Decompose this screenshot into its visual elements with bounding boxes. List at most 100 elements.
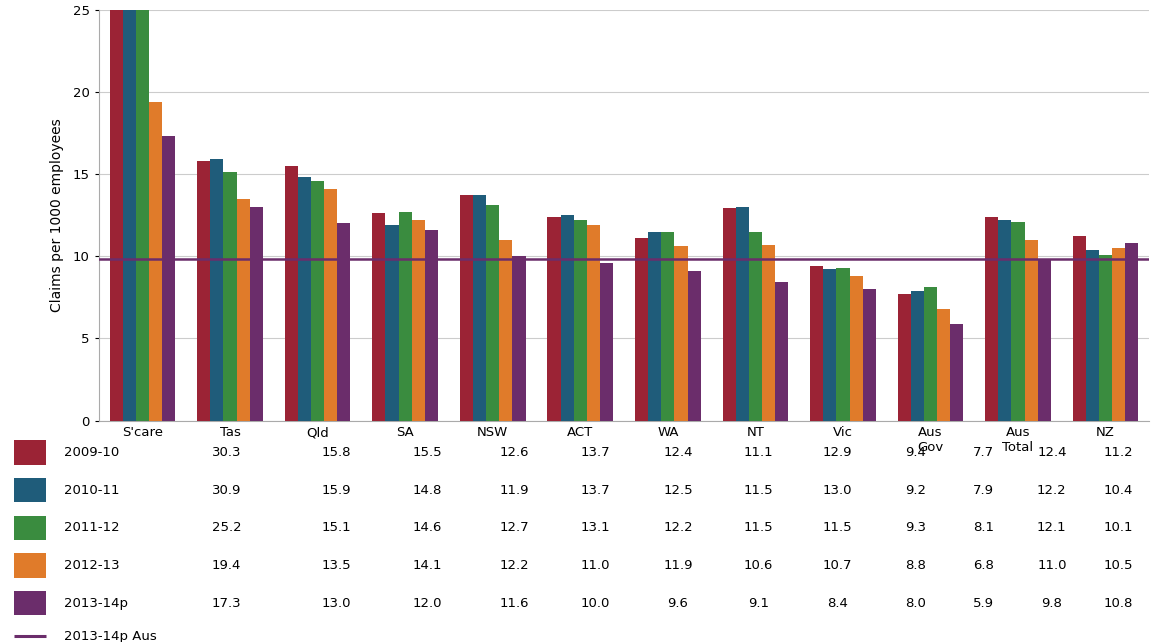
Bar [823, 269, 836, 421]
Text: 2013-14p: 2013-14p [64, 597, 128, 610]
Text: 9.2: 9.2 [906, 484, 926, 497]
Bar [486, 205, 499, 421]
Text: 11.2: 11.2 [1103, 446, 1133, 459]
Bar [635, 238, 648, 421]
Bar [473, 195, 486, 421]
Text: 12.5: 12.5 [663, 484, 693, 497]
Bar [863, 289, 875, 421]
Text: 13.0: 13.0 [822, 484, 852, 497]
Text: 2011-12: 2011-12 [64, 521, 120, 534]
Bar [1086, 250, 1099, 421]
Text: 7.9: 7.9 [973, 484, 994, 497]
Bar [14, 516, 46, 540]
Text: 14.1: 14.1 [412, 559, 442, 572]
Text: 6.8: 6.8 [973, 559, 994, 572]
Bar [561, 215, 574, 421]
Bar [237, 198, 250, 421]
Text: 12.9: 12.9 [822, 446, 852, 459]
Bar [223, 172, 237, 421]
Text: 12.7: 12.7 [499, 521, 529, 534]
Text: 8.8: 8.8 [906, 559, 926, 572]
Text: 13.5: 13.5 [322, 559, 352, 572]
Bar [736, 207, 749, 421]
Text: 12.0: 12.0 [412, 597, 442, 610]
Bar [687, 271, 700, 421]
Bar [311, 180, 324, 421]
Bar [662, 232, 675, 421]
Text: 10.8: 10.8 [1103, 597, 1133, 610]
Text: 9.4: 9.4 [906, 446, 926, 459]
Text: 9.6: 9.6 [668, 597, 688, 610]
Text: 11.9: 11.9 [499, 484, 529, 497]
Text: 25.2: 25.2 [211, 521, 241, 534]
Text: 2010-11: 2010-11 [64, 484, 120, 497]
Bar [324, 189, 338, 421]
Bar [850, 276, 863, 421]
Bar [250, 207, 262, 421]
Text: 12.2: 12.2 [1037, 484, 1067, 497]
Text: 11.0: 11.0 [580, 559, 611, 572]
Bar [722, 209, 736, 421]
Bar [776, 282, 788, 421]
Text: 12.1: 12.1 [1037, 521, 1067, 534]
Bar [284, 166, 298, 421]
Text: 15.1: 15.1 [322, 521, 352, 534]
Y-axis label: Claims per 1000 employees: Claims per 1000 employees [50, 118, 64, 312]
Bar [897, 294, 910, 421]
Bar [460, 195, 473, 421]
Bar [197, 161, 210, 421]
Bar [109, 0, 123, 421]
Bar [586, 225, 600, 421]
Bar [950, 324, 964, 421]
Text: 10.4: 10.4 [1103, 484, 1133, 497]
Text: 15.9: 15.9 [322, 484, 352, 497]
Bar [412, 220, 425, 421]
Bar [749, 232, 762, 421]
Text: 12.4: 12.4 [663, 446, 693, 459]
Bar [149, 101, 163, 421]
Text: 9.8: 9.8 [1041, 597, 1062, 610]
Bar [338, 223, 351, 421]
Text: 9.1: 9.1 [748, 597, 769, 610]
Text: 10.5: 10.5 [1103, 559, 1133, 572]
Text: 8.4: 8.4 [827, 597, 848, 610]
Text: 9.3: 9.3 [906, 521, 926, 534]
Bar [986, 217, 998, 421]
Text: 14.8: 14.8 [412, 484, 442, 497]
Text: 2012-13: 2012-13 [64, 559, 120, 572]
Bar [574, 220, 586, 421]
Bar [1099, 254, 1112, 421]
Bar [1025, 239, 1038, 421]
Bar [163, 136, 175, 421]
Text: 19.4: 19.4 [211, 559, 241, 572]
Text: 2013-14p Aus: 2013-14p Aus [64, 630, 157, 642]
Bar [648, 232, 662, 421]
Text: 10.7: 10.7 [822, 559, 852, 572]
Text: 15.5: 15.5 [412, 446, 442, 459]
Bar [14, 478, 46, 503]
Bar [836, 268, 850, 421]
Bar [499, 239, 512, 421]
Bar [385, 225, 398, 421]
Bar [14, 440, 46, 465]
Text: 10.1: 10.1 [1103, 521, 1133, 534]
Text: 2009-10: 2009-10 [64, 446, 120, 459]
Text: 12.4: 12.4 [1037, 446, 1067, 459]
Text: 10.0: 10.0 [580, 597, 611, 610]
Bar [123, 0, 136, 421]
Bar [425, 230, 438, 421]
Text: 11.6: 11.6 [499, 597, 529, 610]
Bar [1038, 259, 1051, 421]
Bar [1125, 243, 1139, 421]
Text: 11.5: 11.5 [743, 521, 773, 534]
Bar [136, 6, 149, 421]
Text: 5.9: 5.9 [973, 597, 994, 610]
Text: 17.3: 17.3 [211, 597, 241, 610]
Text: 14.6: 14.6 [412, 521, 442, 534]
Text: 13.1: 13.1 [580, 521, 611, 534]
Text: 30.3: 30.3 [211, 446, 241, 459]
Bar [298, 177, 311, 421]
Bar [548, 217, 561, 421]
Bar [512, 256, 526, 421]
Text: 10.6: 10.6 [743, 559, 773, 572]
